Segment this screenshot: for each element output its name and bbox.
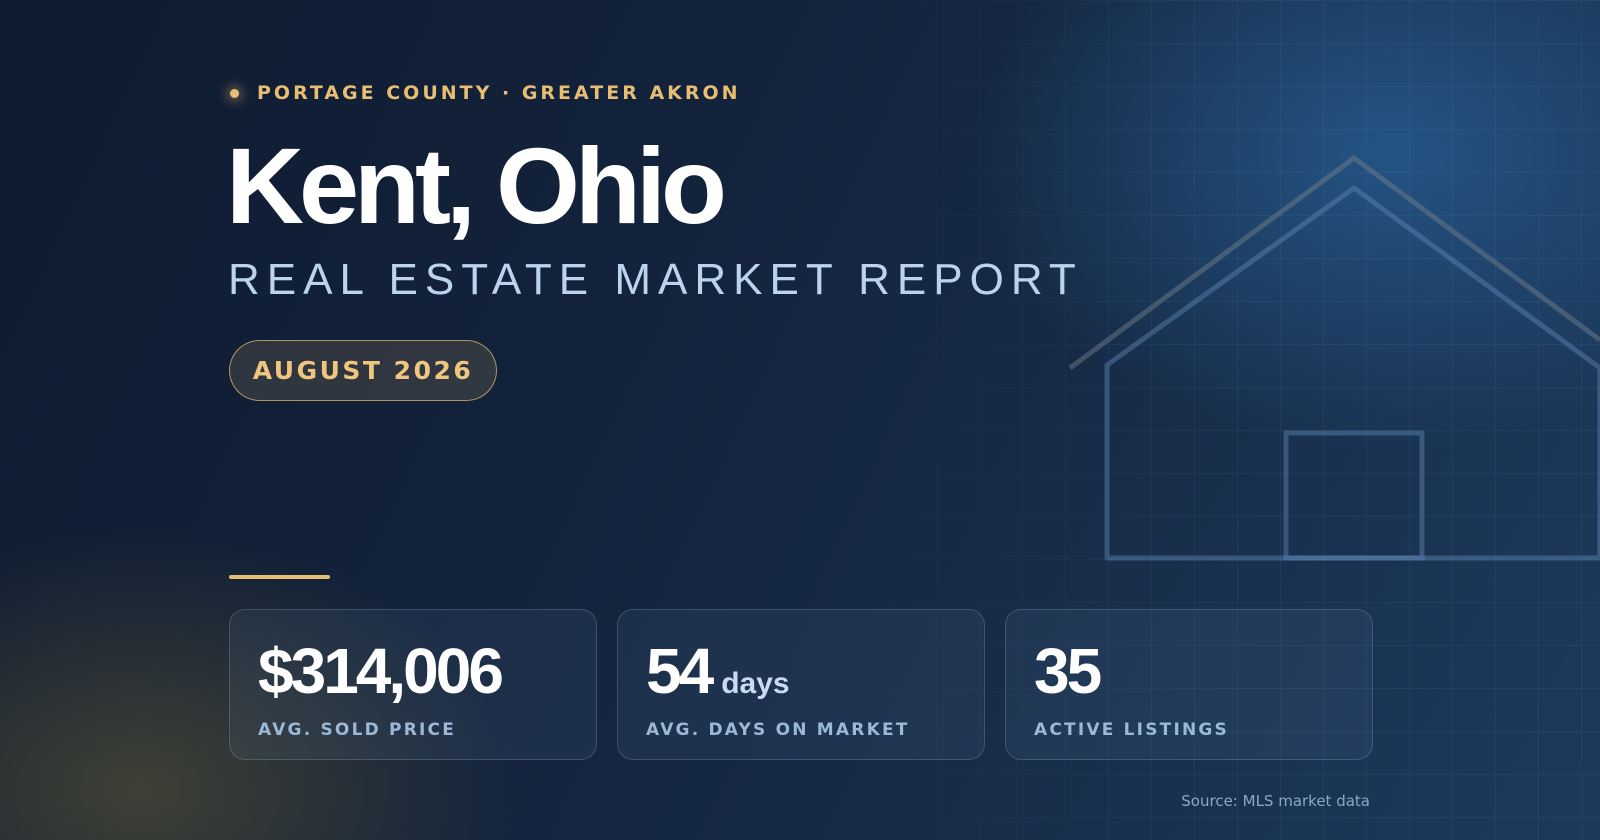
stat-label: AVG. DAYS ON MARKET xyxy=(646,720,910,740)
stat-value-row: 54 days xyxy=(646,636,984,706)
stat-value: $314,006 xyxy=(258,635,504,707)
stat-label: ACTIVE LISTINGS xyxy=(1034,720,1229,740)
location-label: PORTAGE COUNTY · GREATER AKRON xyxy=(257,82,741,104)
dot-icon xyxy=(230,88,239,98)
page-title: Kent, Ohio xyxy=(226,125,727,246)
report-date-badge: AUGUST 2026 xyxy=(229,340,497,401)
location-eyebrow: PORTAGE COUNTY · GREATER AKRON xyxy=(230,78,741,108)
background-grid xyxy=(850,0,1600,840)
stat-value-row: $314,006 xyxy=(258,636,596,706)
stat-value: 35 xyxy=(1034,635,1102,707)
stat-value-row: 35 xyxy=(1034,636,1372,706)
accent-divider xyxy=(229,575,330,579)
house-outline-icon xyxy=(1068,155,1600,561)
report-subtitle: REAL ESTATE MARKET REPORT xyxy=(228,255,1083,304)
source-note: Source: MLS market data xyxy=(1181,792,1370,810)
stat-card-active-listings: 35 ACTIVE LISTINGS xyxy=(1005,609,1373,760)
stat-card-avg-days-on-market: 54 days AVG. DAYS ON MARKET xyxy=(617,609,985,760)
stats-row: $314,006 AVG. SOLD PRICE 54 days AVG. DA… xyxy=(229,609,1373,760)
stat-value: 54 xyxy=(646,635,714,707)
stat-label: AVG. SOLD PRICE xyxy=(258,720,457,740)
stat-card-avg-sold-price: $314,006 AVG. SOLD PRICE xyxy=(229,609,597,760)
stat-unit: days xyxy=(721,667,790,700)
